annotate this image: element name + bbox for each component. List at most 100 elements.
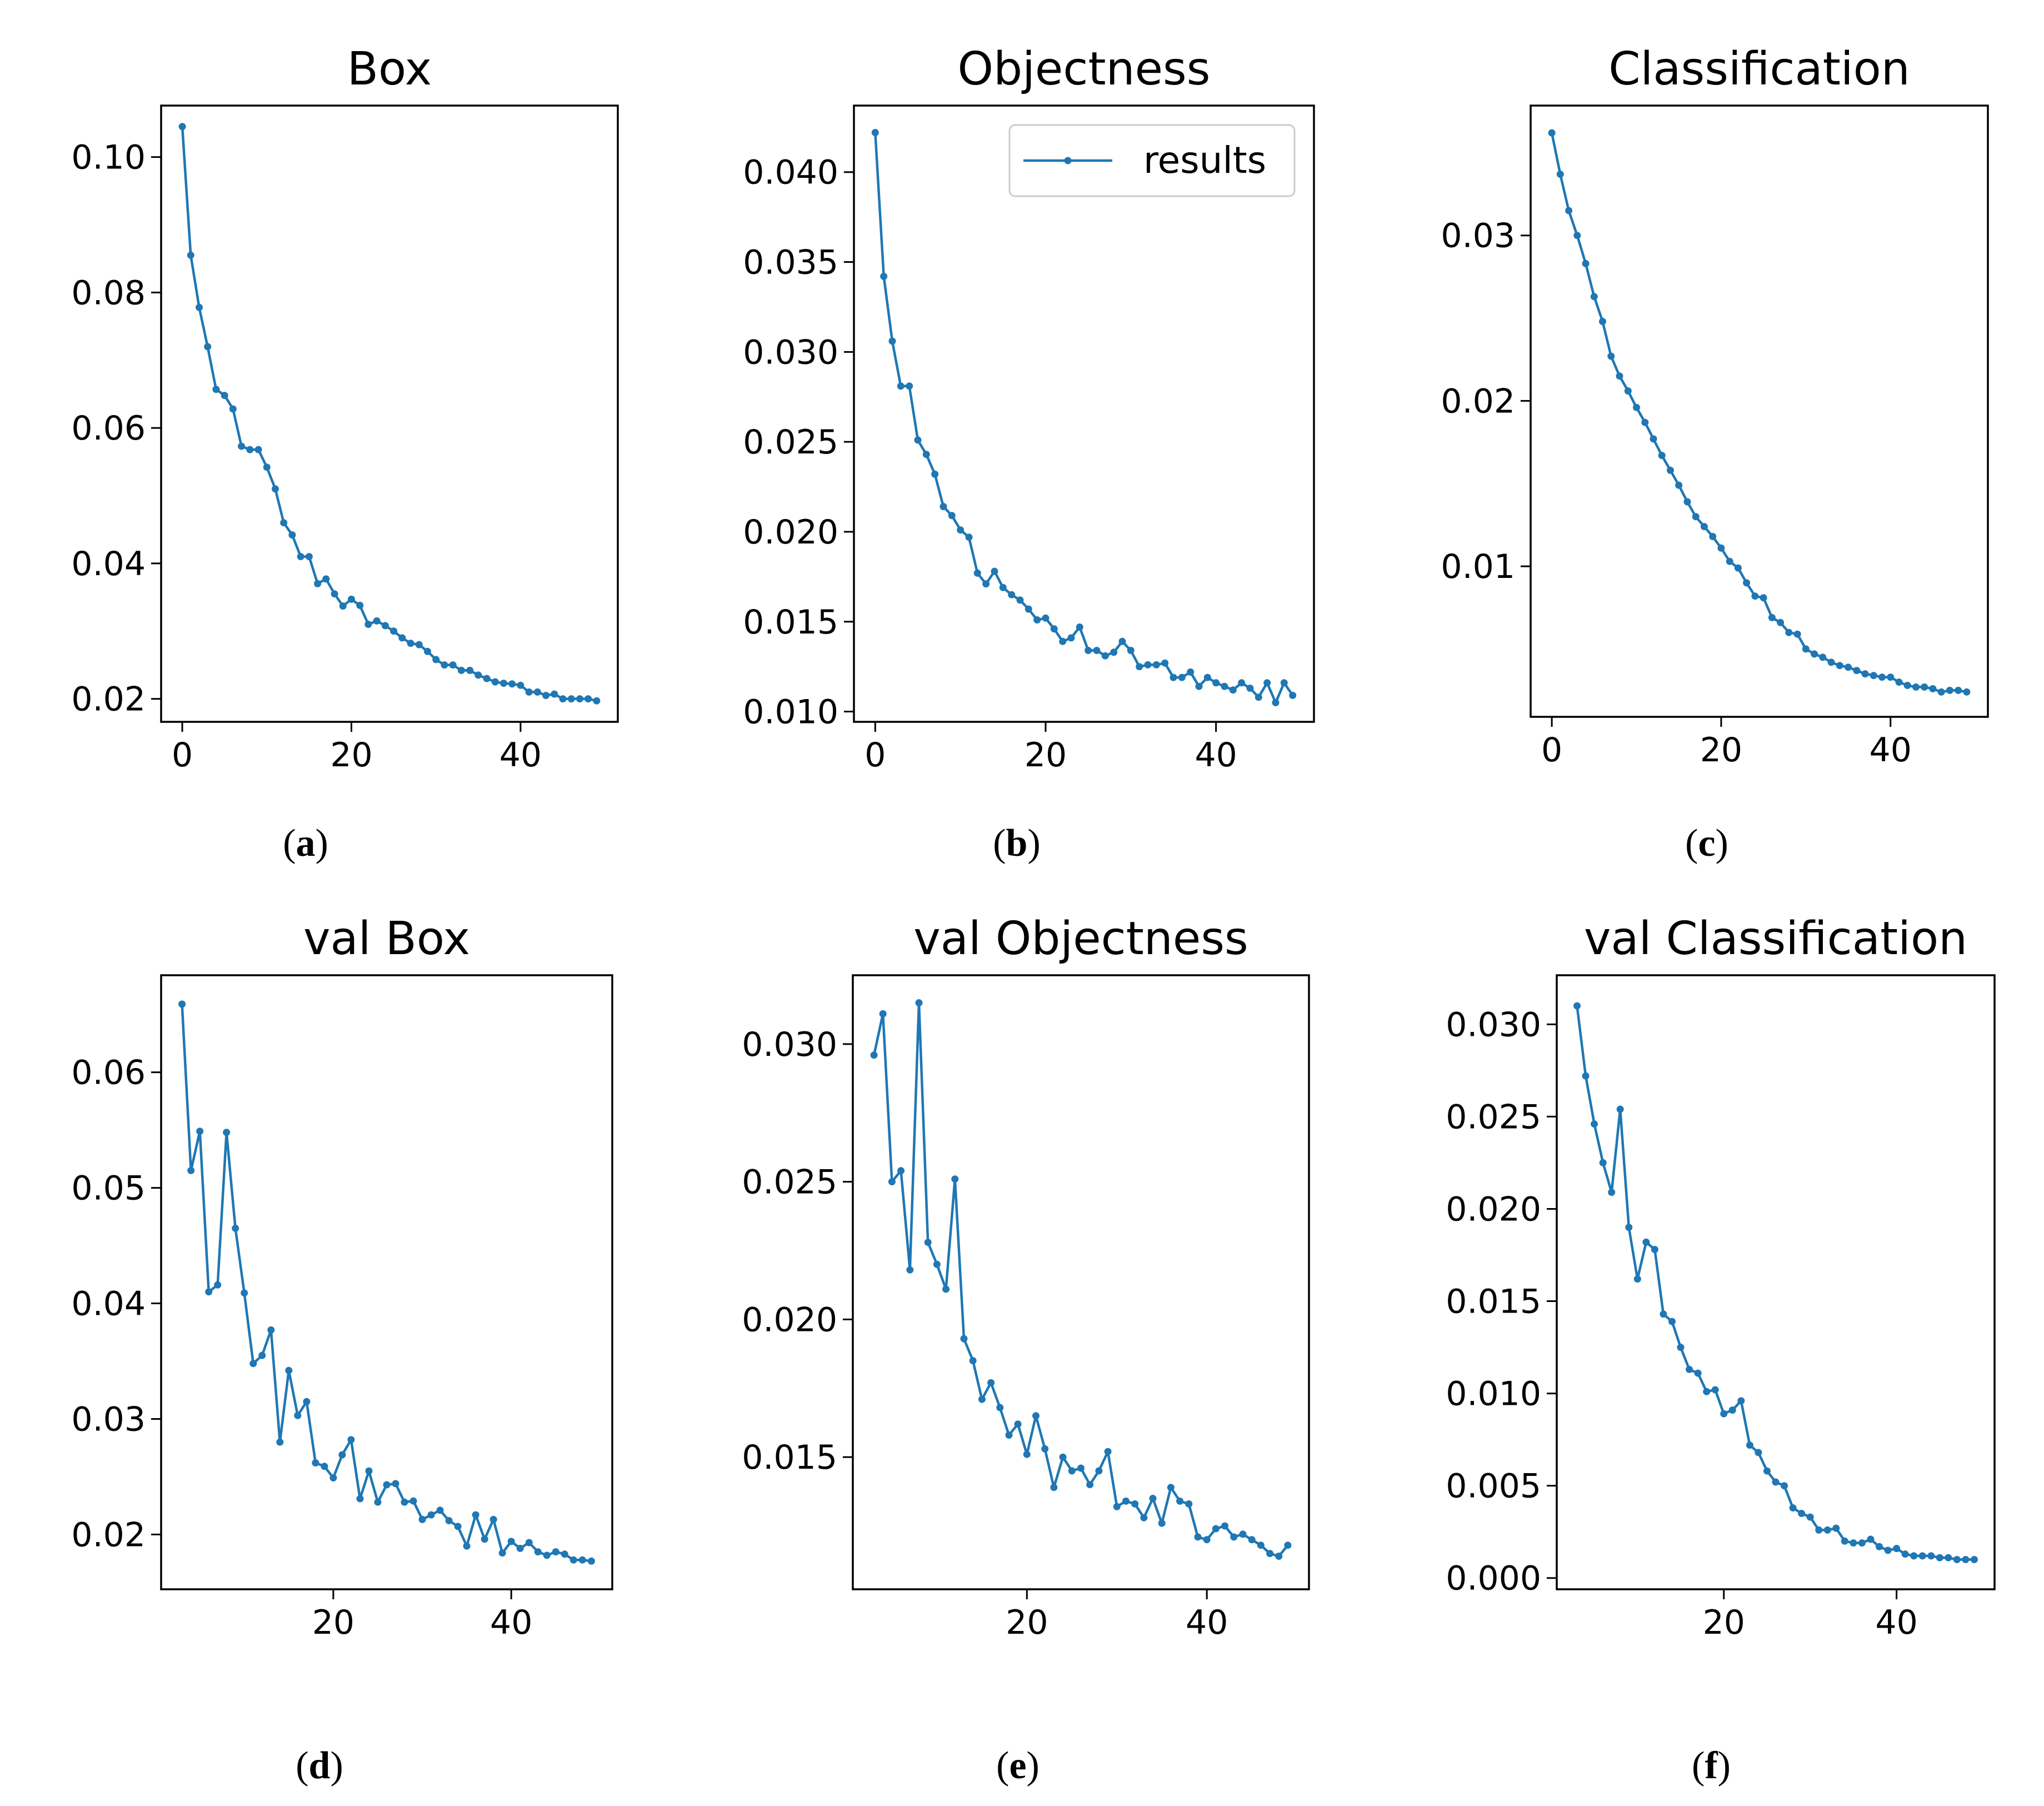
- data-point: [1953, 1556, 1961, 1563]
- data-point: [1185, 1500, 1193, 1508]
- panel-b: Objectness 0 20 40 0.010 0.015 0.020 0.025 0.030…: [743, 43, 1315, 865]
- data-point: [969, 1357, 977, 1365]
- y-tick-label: 0.030: [1446, 1005, 1541, 1044]
- data-point: [365, 1467, 373, 1475]
- data-point: [942, 1285, 950, 1293]
- y-tick-label: 0.05: [71, 1169, 146, 1208]
- data-point: [576, 695, 583, 703]
- x-tick-label: 0: [864, 736, 886, 775]
- x-tick-label: 20: [1703, 1603, 1745, 1642]
- data-point: [463, 1542, 471, 1550]
- data-point: [897, 1167, 905, 1175]
- data-point: [1246, 685, 1254, 692]
- data-point: [212, 386, 220, 393]
- data-point: [991, 567, 998, 575]
- data-point: [1033, 616, 1041, 623]
- y-tick-label: 0.035: [743, 243, 838, 282]
- series-line: [1576, 1005, 1975, 1561]
- y-tick-label: 0.025: [743, 423, 838, 462]
- data-point: [1760, 594, 1767, 602]
- data-point: [1025, 605, 1032, 613]
- data-point: [1962, 1556, 1970, 1563]
- data-point: [1815, 1526, 1823, 1534]
- y-tick-label: 0.04: [71, 1285, 146, 1324]
- data-point: [356, 1495, 364, 1503]
- panel-caption: (c): [1685, 822, 1728, 865]
- caption-close-paren: ): [1716, 822, 1728, 865]
- data-point: [1755, 1449, 1762, 1456]
- data-point: [1178, 673, 1186, 681]
- data-point: [1867, 1535, 1875, 1543]
- data-point: [1850, 1539, 1857, 1547]
- data-point: [1793, 630, 1801, 638]
- data-point: [258, 1351, 266, 1359]
- data-point: [1927, 1552, 1935, 1560]
- data-point: [551, 690, 558, 698]
- y-tick-label: 0.04: [71, 545, 146, 583]
- data-point: [1772, 1478, 1780, 1486]
- data-point: [1717, 544, 1725, 552]
- data-point: [561, 1550, 568, 1558]
- series-line: [181, 126, 597, 702]
- data-point: [1161, 659, 1169, 667]
- data-point: [472, 1511, 479, 1519]
- panel-e: val Objectness 20 40 0.015 0.020 0.025 0.030 (e…: [742, 912, 1310, 1787]
- data-point: [1802, 645, 1810, 653]
- data-point: [906, 1266, 914, 1274]
- data-point: [1095, 1467, 1103, 1475]
- data-point: [1971, 1556, 1978, 1563]
- series-line: [872, 1001, 1289, 1558]
- series-line: [874, 132, 1294, 704]
- data-point: [232, 1224, 239, 1232]
- data-point: [407, 640, 414, 647]
- data-point: [1751, 592, 1759, 600]
- data-point: [584, 695, 592, 703]
- caption-letter: a: [296, 822, 316, 865]
- plot-frame: [160, 974, 613, 1590]
- data-point: [1176, 1497, 1184, 1505]
- data-point: [1806, 1513, 1814, 1521]
- y-tick-label: 0.02: [71, 1515, 146, 1554]
- data-point: [1041, 1445, 1049, 1453]
- y-tick-label: 0.015: [743, 603, 838, 642]
- panel-caption: (e): [996, 1744, 1040, 1787]
- data-point: [1230, 1533, 1238, 1541]
- data-point: [1158, 1519, 1166, 1527]
- data-point: [415, 641, 423, 648]
- data-point: [552, 1548, 559, 1556]
- data-point: [1777, 618, 1785, 626]
- data-point: [1823, 1526, 1831, 1534]
- data-point: [1641, 418, 1649, 426]
- x-tick-label: 20: [330, 736, 372, 775]
- data-point: [1827, 658, 1835, 666]
- data-point: [238, 442, 246, 450]
- data-point: [338, 1451, 346, 1459]
- data-point: [1573, 232, 1581, 240]
- caption-open-paren: (: [283, 822, 296, 865]
- data-point: [1963, 688, 1971, 696]
- data-point: [500, 680, 507, 687]
- data-point: [1059, 637, 1067, 645]
- y-tick-label: 0.025: [1446, 1097, 1541, 1136]
- data-point: [1937, 688, 1945, 696]
- data-point: [322, 575, 330, 583]
- data-point: [1945, 1554, 1952, 1561]
- data-point: [922, 451, 930, 458]
- data-point: [1238, 679, 1246, 687]
- data-point: [1728, 1406, 1736, 1414]
- data-point: [906, 382, 913, 390]
- data-point: [1195, 682, 1203, 690]
- data-point: [1289, 691, 1297, 699]
- data-point: [996, 1404, 1004, 1411]
- y-tick-label: 0.020: [1446, 1190, 1541, 1229]
- data-point: [221, 392, 228, 400]
- data-point: [1144, 661, 1152, 668]
- y-tick-label: 0.03: [71, 1400, 146, 1439]
- data-point: [392, 1480, 399, 1488]
- data-point: [1275, 1553, 1283, 1560]
- data-point: [312, 1459, 319, 1466]
- data-point: [178, 123, 186, 131]
- data-point: [1624, 387, 1632, 395]
- data-point: [1203, 1536, 1211, 1544]
- data-point: [1853, 667, 1861, 675]
